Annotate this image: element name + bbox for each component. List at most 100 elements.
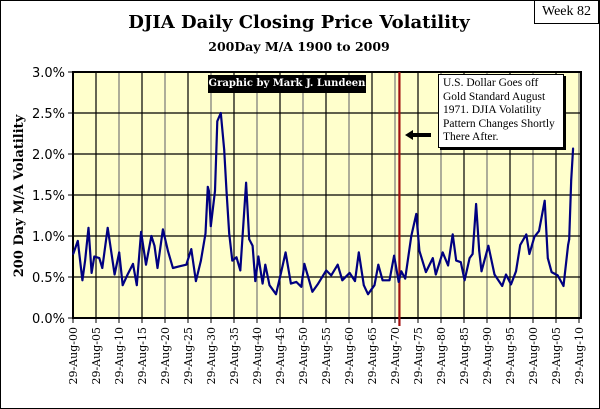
y-tick-label: 1.5% xyxy=(32,189,65,204)
x-tick-label: 29-Aug-25 xyxy=(182,327,195,385)
data-point xyxy=(284,251,287,254)
data-point xyxy=(101,267,104,269)
data-point xyxy=(533,235,536,238)
data-point xyxy=(415,212,418,215)
data-point xyxy=(362,284,365,287)
data-point xyxy=(93,255,96,258)
data-point xyxy=(388,279,391,282)
data-point xyxy=(471,253,474,255)
x-tick-label: 29-Aug-50 xyxy=(297,327,310,385)
x-tick-label: 29-Aug-85 xyxy=(458,327,471,385)
data-point xyxy=(354,280,356,282)
x-tick-label: 29-Aug-90 xyxy=(481,327,494,385)
data-point xyxy=(254,280,257,282)
data-point xyxy=(451,233,454,236)
data-point xyxy=(393,254,395,257)
data-point xyxy=(478,249,481,252)
data-point xyxy=(90,272,93,274)
data-point xyxy=(572,147,574,150)
data-point xyxy=(185,263,188,266)
y-tick-label: 2.5% xyxy=(32,107,65,122)
data-point xyxy=(113,273,116,276)
data-point xyxy=(336,263,339,266)
data-point xyxy=(290,282,292,285)
data-point xyxy=(199,259,202,262)
data-point xyxy=(219,112,222,114)
data-point xyxy=(194,280,197,282)
data-point xyxy=(135,284,138,287)
data-point xyxy=(418,249,421,252)
data-point xyxy=(556,274,559,277)
data-point xyxy=(264,263,267,266)
arrow-icon xyxy=(405,130,431,140)
x-tick-label: 29-Aug-15 xyxy=(136,327,149,385)
data-point xyxy=(231,259,234,262)
data-point xyxy=(505,273,507,276)
x-tick-label: 29-Aug-60 xyxy=(343,327,356,385)
data-point xyxy=(570,179,573,182)
data-point xyxy=(348,272,351,274)
data-point xyxy=(145,263,147,266)
data-point xyxy=(330,274,333,277)
data-point xyxy=(275,293,277,296)
y-tick-label: 0.0% xyxy=(32,312,65,327)
data-point xyxy=(501,285,504,287)
data-point xyxy=(341,279,344,282)
data-point xyxy=(206,185,209,188)
data-point xyxy=(84,259,86,262)
data-point xyxy=(441,251,444,254)
data-point xyxy=(257,255,260,258)
data-point xyxy=(493,273,496,276)
data-point xyxy=(397,281,400,283)
data-point xyxy=(400,270,403,273)
y-tick-label: 0.5% xyxy=(32,271,65,286)
data-point xyxy=(228,232,231,235)
credit-label: Graphic by Mark J. Lundeen xyxy=(208,75,366,93)
data-point xyxy=(468,257,471,260)
data-point xyxy=(568,238,571,241)
data-point xyxy=(150,235,153,237)
data-point xyxy=(480,270,483,273)
data-point xyxy=(325,269,328,272)
data-point xyxy=(295,281,298,283)
plot-border xyxy=(72,71,582,319)
data-point xyxy=(367,293,369,296)
chart-subtitle: 200Day M/A 1900 to 2009 xyxy=(208,39,390,54)
data-point xyxy=(447,264,450,267)
data-point xyxy=(525,233,528,236)
data-point xyxy=(515,270,517,273)
data-point xyxy=(567,244,569,246)
x-tick-label: 29-Aug-55 xyxy=(320,327,333,385)
data-point xyxy=(268,284,271,287)
data-point xyxy=(216,120,219,123)
data-point xyxy=(223,149,226,151)
chart-title: DJIA Daily Closing Price Volatility xyxy=(128,12,470,33)
data-point xyxy=(81,279,84,282)
data-point xyxy=(235,256,238,259)
data-point xyxy=(528,253,531,255)
data-point xyxy=(410,235,413,237)
x-tick-label: 29-Aug-65 xyxy=(366,327,379,385)
data-point xyxy=(162,228,164,231)
x-tick-label: 29-Aug-30 xyxy=(205,327,218,385)
data-point xyxy=(98,257,101,260)
data-point xyxy=(72,253,75,255)
data-point xyxy=(261,282,264,285)
data-point xyxy=(178,265,181,268)
data-point xyxy=(300,285,303,288)
data-point xyxy=(251,244,254,247)
x-tick-label: 29-Aug-00 xyxy=(67,327,80,385)
data-point xyxy=(381,279,384,282)
data-point xyxy=(303,262,306,265)
x-tick-label: 29-Aug-95 xyxy=(504,327,517,385)
data-point xyxy=(510,283,512,286)
data-point xyxy=(208,190,210,192)
data-point xyxy=(543,199,546,202)
data-point xyxy=(519,244,522,246)
data-point xyxy=(357,251,360,254)
x-tick-label: 29-Aug-10 xyxy=(113,327,126,385)
y-tick-label: 2.0% xyxy=(32,148,65,163)
data-point xyxy=(459,261,462,264)
